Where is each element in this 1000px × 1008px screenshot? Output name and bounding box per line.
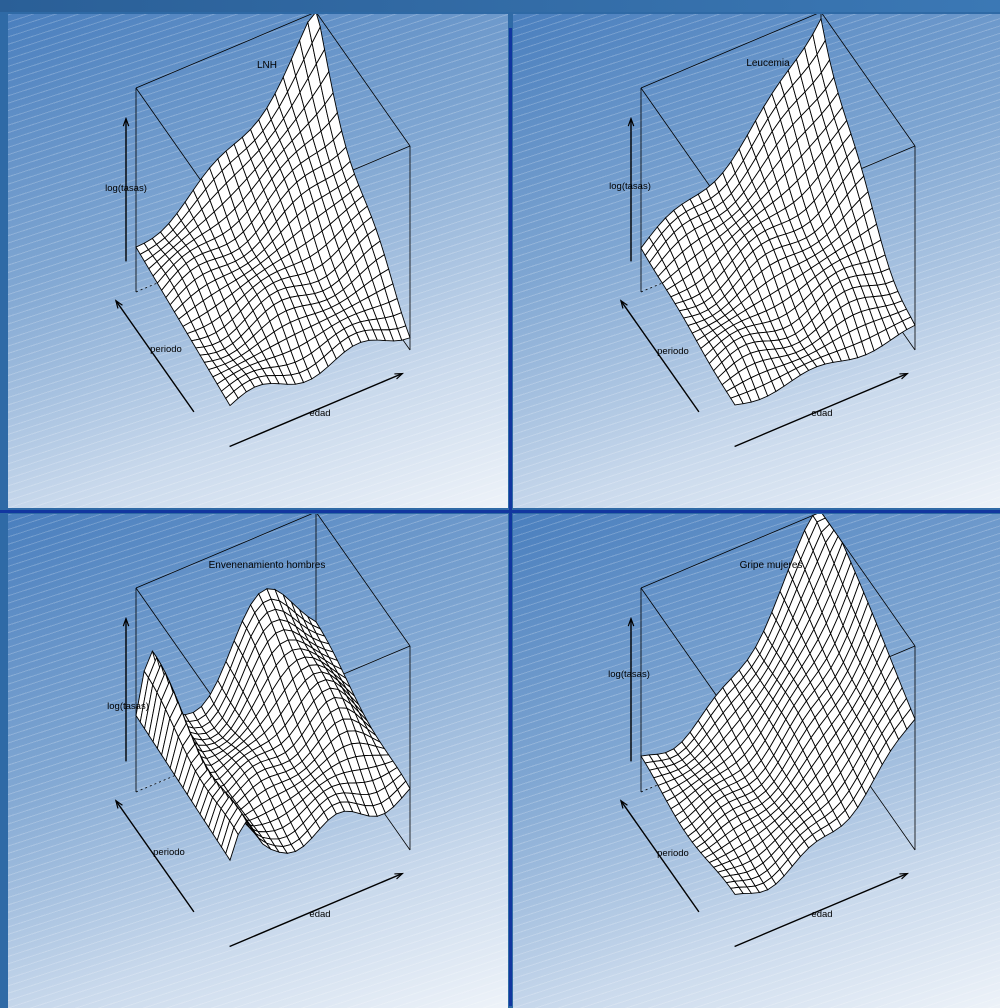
axis-arrows [619, 616, 910, 948]
axis-arrows [114, 616, 405, 948]
x-axis-arrow-head [394, 372, 405, 380]
x-axis-label: edad [309, 408, 330, 419]
y-axis-arrow [115, 300, 195, 413]
mesh-cell [901, 316, 916, 331]
surface-mesh [135, 588, 411, 862]
x-axis-arrow [229, 872, 403, 948]
y-axis-label: periodo [153, 847, 185, 858]
box-edge [821, 14, 916, 147]
z-axis-label: log(tasas) [609, 181, 651, 192]
box-edge [135, 514, 313, 589]
axis-arrows [619, 116, 910, 448]
plot-panel-4: Gripe mujeres log(tasas) periodo edad [513, 514, 1000, 1008]
y-axis-arrow [115, 800, 195, 913]
x-axis-label: edad [811, 408, 832, 419]
z-axis-label: log(tasas) [107, 701, 149, 712]
box-edge [135, 14, 313, 89]
plot-panel-1: LNH log(tasas) periodo edad [8, 14, 508, 508]
y-axis-arrow-head [619, 799, 628, 809]
chart-title: LNH [257, 60, 277, 71]
z-axis-label: log(tasas) [608, 669, 650, 680]
y-axis-arrow-head [619, 299, 628, 309]
x-axis-label: edad [309, 909, 330, 920]
chart-title: Leucemia [746, 58, 790, 69]
y-axis-label: periodo [150, 344, 182, 355]
z-axis-arrow-head [122, 116, 130, 127]
vertical-divider [509, 28, 512, 1006]
y-axis-arrow-head [114, 299, 123, 309]
y-axis-arrow-head [114, 799, 123, 809]
x-axis-arrow-head [899, 372, 910, 380]
surface-plot-envenenamiento-hombres: Envenenamiento hombres log(tasas) period… [107, 514, 411, 948]
x-axis-label: edad [811, 909, 832, 920]
surface-plot-leucemia: Leucemia log(tasas) periodo edad [609, 14, 916, 448]
x-axis-arrow [734, 872, 908, 948]
z-axis-arrow-head [627, 616, 635, 627]
window-top-band [0, 0, 1000, 12]
x-axis-arrow [229, 372, 403, 448]
box-edge [316, 14, 411, 147]
x-axis-arrow [734, 372, 908, 448]
surface-mesh [640, 17, 916, 406]
chart-title: Envenenamiento hombres [209, 560, 326, 571]
surface-plot-lnh: LNH log(tasas) periodo edad [105, 14, 411, 448]
surface-mesh [640, 514, 916, 895]
box-edge [316, 514, 411, 647]
mesh-cell [902, 707, 916, 731]
mesh-cell [396, 780, 411, 799]
x-axis-arrow-head [394, 872, 405, 880]
axis-arrows [114, 116, 405, 448]
z-axis-label: log(tasas) [105, 183, 147, 194]
surface-mesh [135, 14, 411, 407]
mesh-cell [396, 325, 411, 341]
box-edge [640, 14, 818, 89]
y-axis-arrow [620, 300, 700, 413]
z-axis-arrow-head [122, 616, 130, 627]
horizontal-divider [0, 510, 1000, 513]
plot-panel-3: Envenenamiento hombres log(tasas) period… [8, 514, 508, 1008]
z-axis-arrow-head [627, 116, 635, 127]
chart-title: Gripe mujeres [740, 560, 803, 571]
y-axis-arrow [620, 800, 700, 913]
surface-plot-gripe-mujeres: Gripe mujeres log(tasas) periodo edad [608, 514, 916, 948]
plot-panel-2: Leucemia log(tasas) periodo edad [513, 14, 1000, 508]
x-axis-arrow-head [899, 872, 910, 880]
y-axis-label: periodo [657, 346, 689, 357]
box-edge [640, 514, 818, 589]
y-axis-label: periodo [657, 848, 689, 859]
